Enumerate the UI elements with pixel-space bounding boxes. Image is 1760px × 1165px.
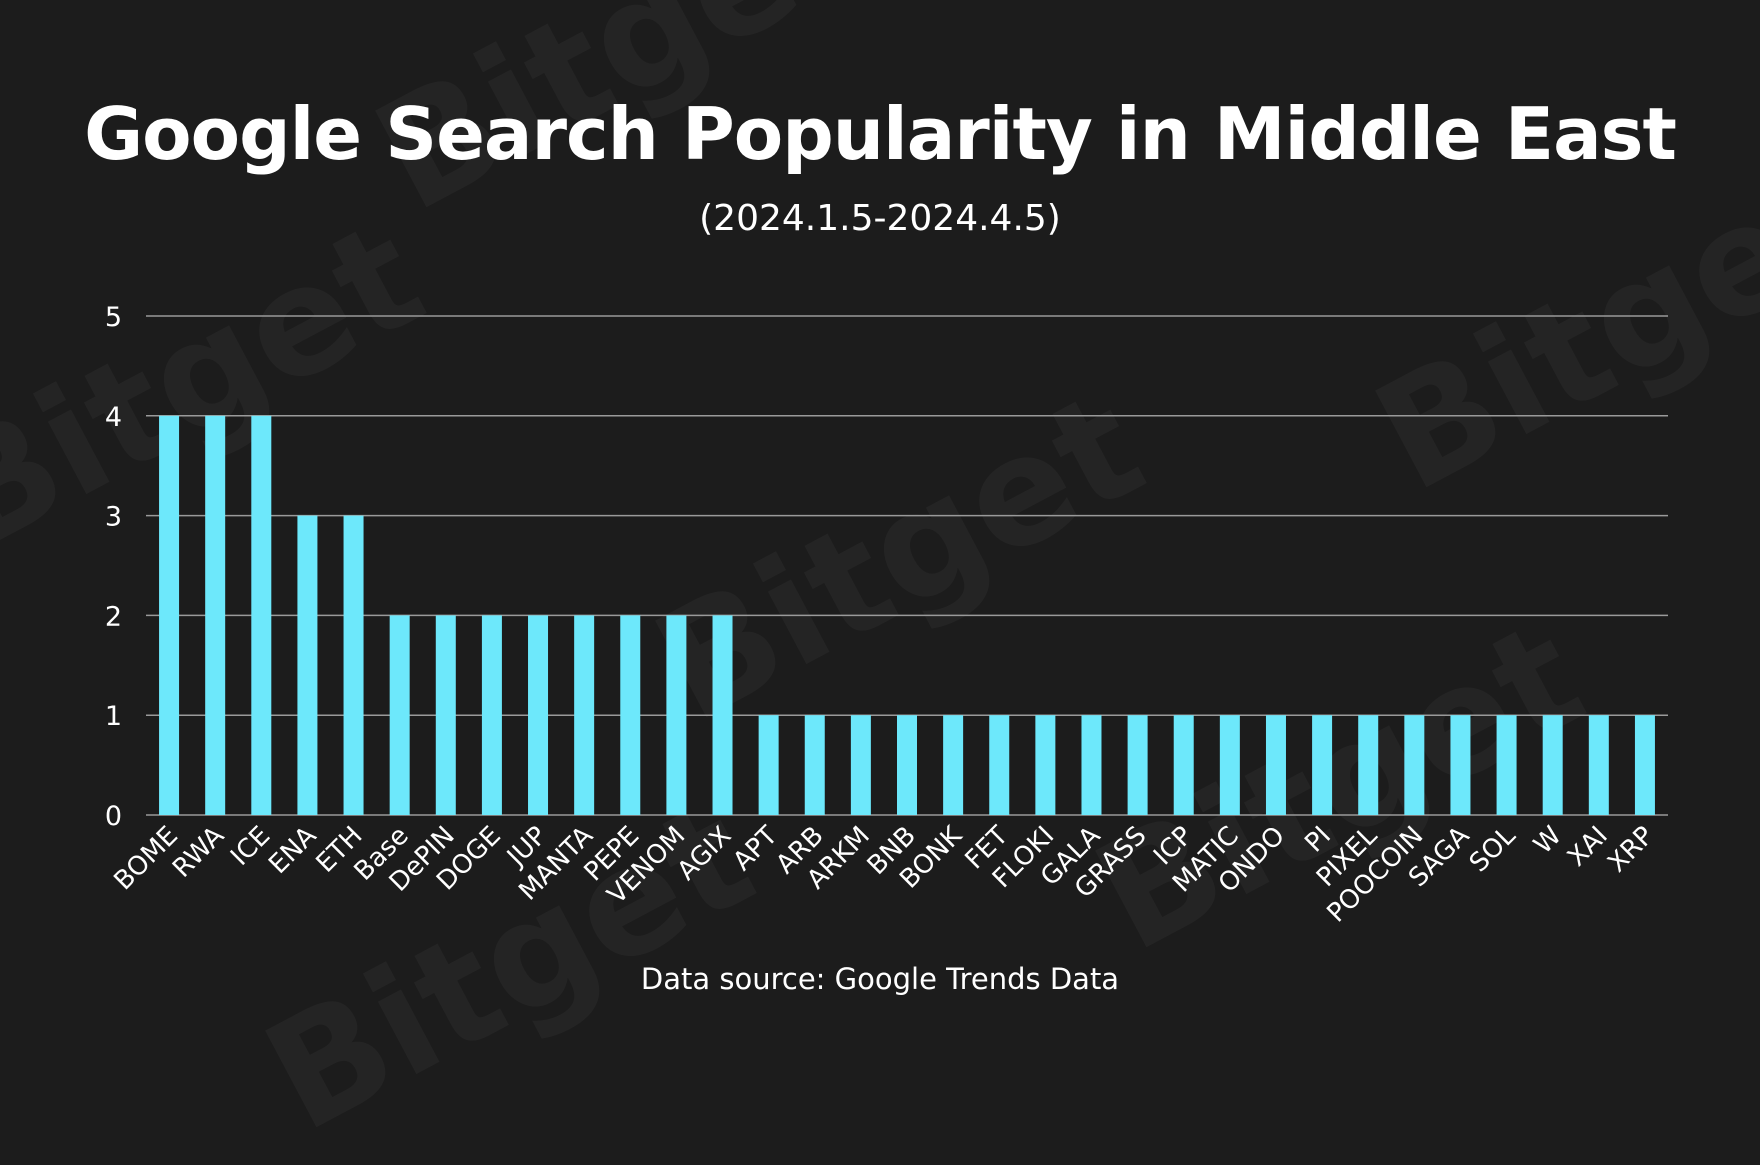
x-tick-label: AGIX [672,821,738,887]
x-tick-label: XAI [1562,821,1614,873]
bar-poocoin [1404,715,1425,815]
x-tick-label: W [1528,821,1567,860]
bar-grass [1127,715,1148,815]
bar-manta [574,615,595,815]
bar-gala [1081,715,1102,815]
bar-xrp [1634,715,1655,815]
bar-floki [1035,715,1056,815]
y-tick-label: 0 [105,801,122,832]
bar-doge [481,615,502,815]
data-source-note: Data source: Google Trends Data [640,962,1120,996]
bar-pixel [1358,715,1379,815]
bar-matic [1219,715,1240,815]
y-tick-label: 2 [105,601,122,632]
bar-saga [1450,715,1471,815]
bar-bonk [943,715,964,815]
bar-arkm [850,715,871,815]
bar-ena [297,515,318,815]
bar-venom [666,615,687,815]
x-tick-label: APT [727,821,783,877]
bar-eth [343,515,364,815]
bar-base [389,615,410,815]
x-tick-label: SOL [1464,820,1522,878]
bar-pepe [620,615,641,815]
bar-jup [528,615,549,815]
bar-bnb [897,715,917,815]
bar-xai [1588,715,1609,815]
chart: Bitget Bitget Bitget Bitget Bitget Bitge… [84,92,1677,996]
bar-apt [758,715,779,815]
bar-ondo [1265,715,1286,815]
plot-area: 012345BOMERWAICEENAETHBaseDePINDOGEJUPMA… [105,302,1668,928]
x-tick-label: XRP [1602,821,1660,879]
x-tick-label: ENA [263,821,322,880]
y-tick-label: 1 [105,701,122,732]
chart-title: Google Search Popularity in Middle East [84,92,1677,176]
bar-rwa [205,415,226,815]
bar-w [1542,715,1563,815]
bar-depin [435,615,456,815]
x-tick-label: RWA [167,821,230,884]
y-tick-label: 3 [105,502,122,533]
bar-agix [712,615,733,815]
bar-icp [1173,715,1194,815]
chart-subtitle: (2024.1.5-2024.4.5) [699,198,1061,239]
bar-sol [1496,715,1517,815]
bar-fet [989,715,1010,815]
bar-bome [159,415,180,815]
y-tick-label: 4 [105,402,122,433]
bar-ice [251,415,272,815]
bar-arb [804,715,825,815]
bar-pi [1312,715,1333,815]
y-tick-label: 5 [105,302,122,333]
